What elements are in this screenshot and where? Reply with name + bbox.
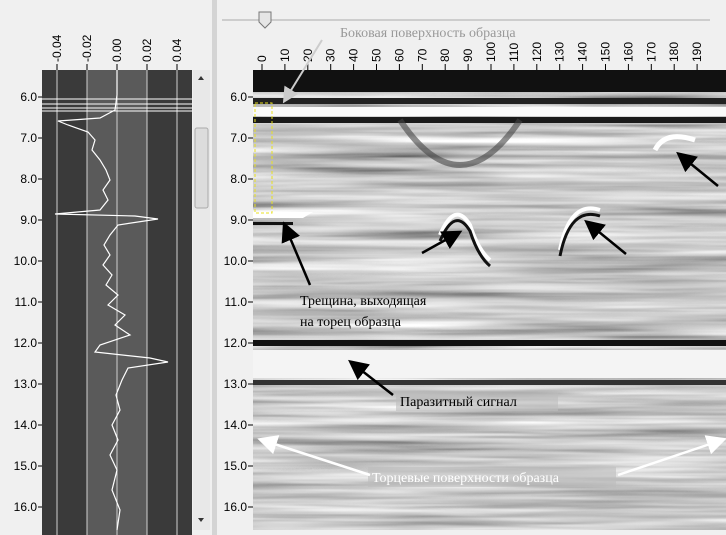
distance-tick-label: 10	[278, 48, 292, 62]
distance-tick-label: 150	[599, 42, 613, 62]
depth-tick-label: 10.0	[224, 254, 248, 268]
depth-tick-label: 14.0	[224, 418, 248, 432]
distance-tick-label: 100	[484, 42, 498, 62]
distance-tick-label: 60	[392, 48, 406, 62]
amplitude-tick-label: -0.04	[50, 34, 64, 62]
distance-tick-label: 90	[461, 48, 475, 62]
distance-tick-label: 50	[370, 48, 384, 62]
depth-tick-label: 14.0	[14, 418, 38, 432]
depth-tick-label: 15.0	[14, 459, 38, 473]
distance-tick-label: 120	[530, 42, 544, 62]
label-bg	[396, 391, 558, 411]
amplitude-tick-label: -0.02	[80, 34, 94, 62]
annotation-crack: Трещина, выходящая	[300, 294, 427, 309]
distance-tick-label: 70	[415, 48, 429, 62]
depth-tick-label: 16.0	[14, 500, 38, 514]
label-bg	[368, 467, 616, 487]
depth-tick-label: 9.0	[230, 213, 247, 227]
amplitude-tick-label: 0.04	[170, 38, 184, 62]
arrow	[282, 39, 323, 104]
depth-tick-label: 9.0	[20, 213, 37, 227]
depth-tick-label: 8.0	[230, 172, 247, 186]
distance-tick-label: 80	[438, 48, 452, 62]
depth-tick-label: 7.0	[230, 131, 247, 145]
distance-tick-label: 170	[644, 42, 658, 62]
depth-tick-label: 13.0	[224, 377, 248, 391]
annotation-crack: на торец образца	[300, 315, 402, 330]
trace-waveform	[54, 70, 169, 531]
depth-tick-label: 13.0	[14, 377, 38, 391]
distance-tick-label: 140	[576, 42, 590, 62]
splitter[interactable]	[212, 0, 217, 535]
depth-tick-label: 11.0	[225, 295, 248, 309]
trace-grid	[56, 70, 178, 535]
annotation-side-surface: Боковая поверхность образца	[340, 26, 516, 41]
arrows-white	[257, 435, 726, 477]
depth-tick-label: 6.0	[230, 90, 247, 104]
distance-tick-label: 180	[667, 42, 681, 62]
side-surface-box	[254, 102, 273, 214]
depth-tick-label: 10.0	[14, 254, 38, 268]
annotation-parasitic-signal: Паразитный сигнал	[400, 395, 517, 410]
left-axes: -0.04 -0.02 0.00 0.02 0.04 6.0 7.0 8.0 9.0 10.0 11…	[14, 34, 184, 514]
distance-tick-label: 0	[255, 55, 269, 62]
arrows-black	[281, 151, 719, 396]
amplitude-tick-label: 0.02	[140, 38, 154, 62]
depth-tick-label: 15.0	[224, 459, 248, 473]
distance-tick-label: 190	[690, 42, 704, 62]
distance-tick-label: 110	[507, 43, 521, 62]
right-axes: 0 10 20 30 40 50 60 70 80 90 100 110 120 130 140 150 160…	[224, 42, 704, 514]
scrollbar-thumb[interactable]	[194, 127, 209, 209]
distance-tick-label: 40	[347, 48, 361, 62]
depth-tick-label: 12.0	[14, 336, 38, 350]
distance-tick-label: 130	[553, 42, 567, 62]
amplitude-tick-label: 0.00	[110, 38, 124, 62]
depth-tick-label: 7.0	[20, 131, 37, 145]
depth-tick-label: 6.0	[20, 90, 37, 104]
distance-tick-label: 30	[324, 48, 338, 62]
annotation-end-surfaces: Торцевые поверхности образца	[372, 471, 560, 486]
slider-thumb[interactable]	[258, 11, 272, 29]
distance-tick-label: 160	[621, 42, 635, 62]
depth-tick-label: 12.0	[224, 336, 248, 350]
depth-tick-label: 11.0	[15, 295, 38, 309]
radargram	[253, 70, 726, 530]
depth-tick-label: 8.0	[20, 172, 37, 186]
depth-tick-label: 16.0	[224, 500, 248, 514]
